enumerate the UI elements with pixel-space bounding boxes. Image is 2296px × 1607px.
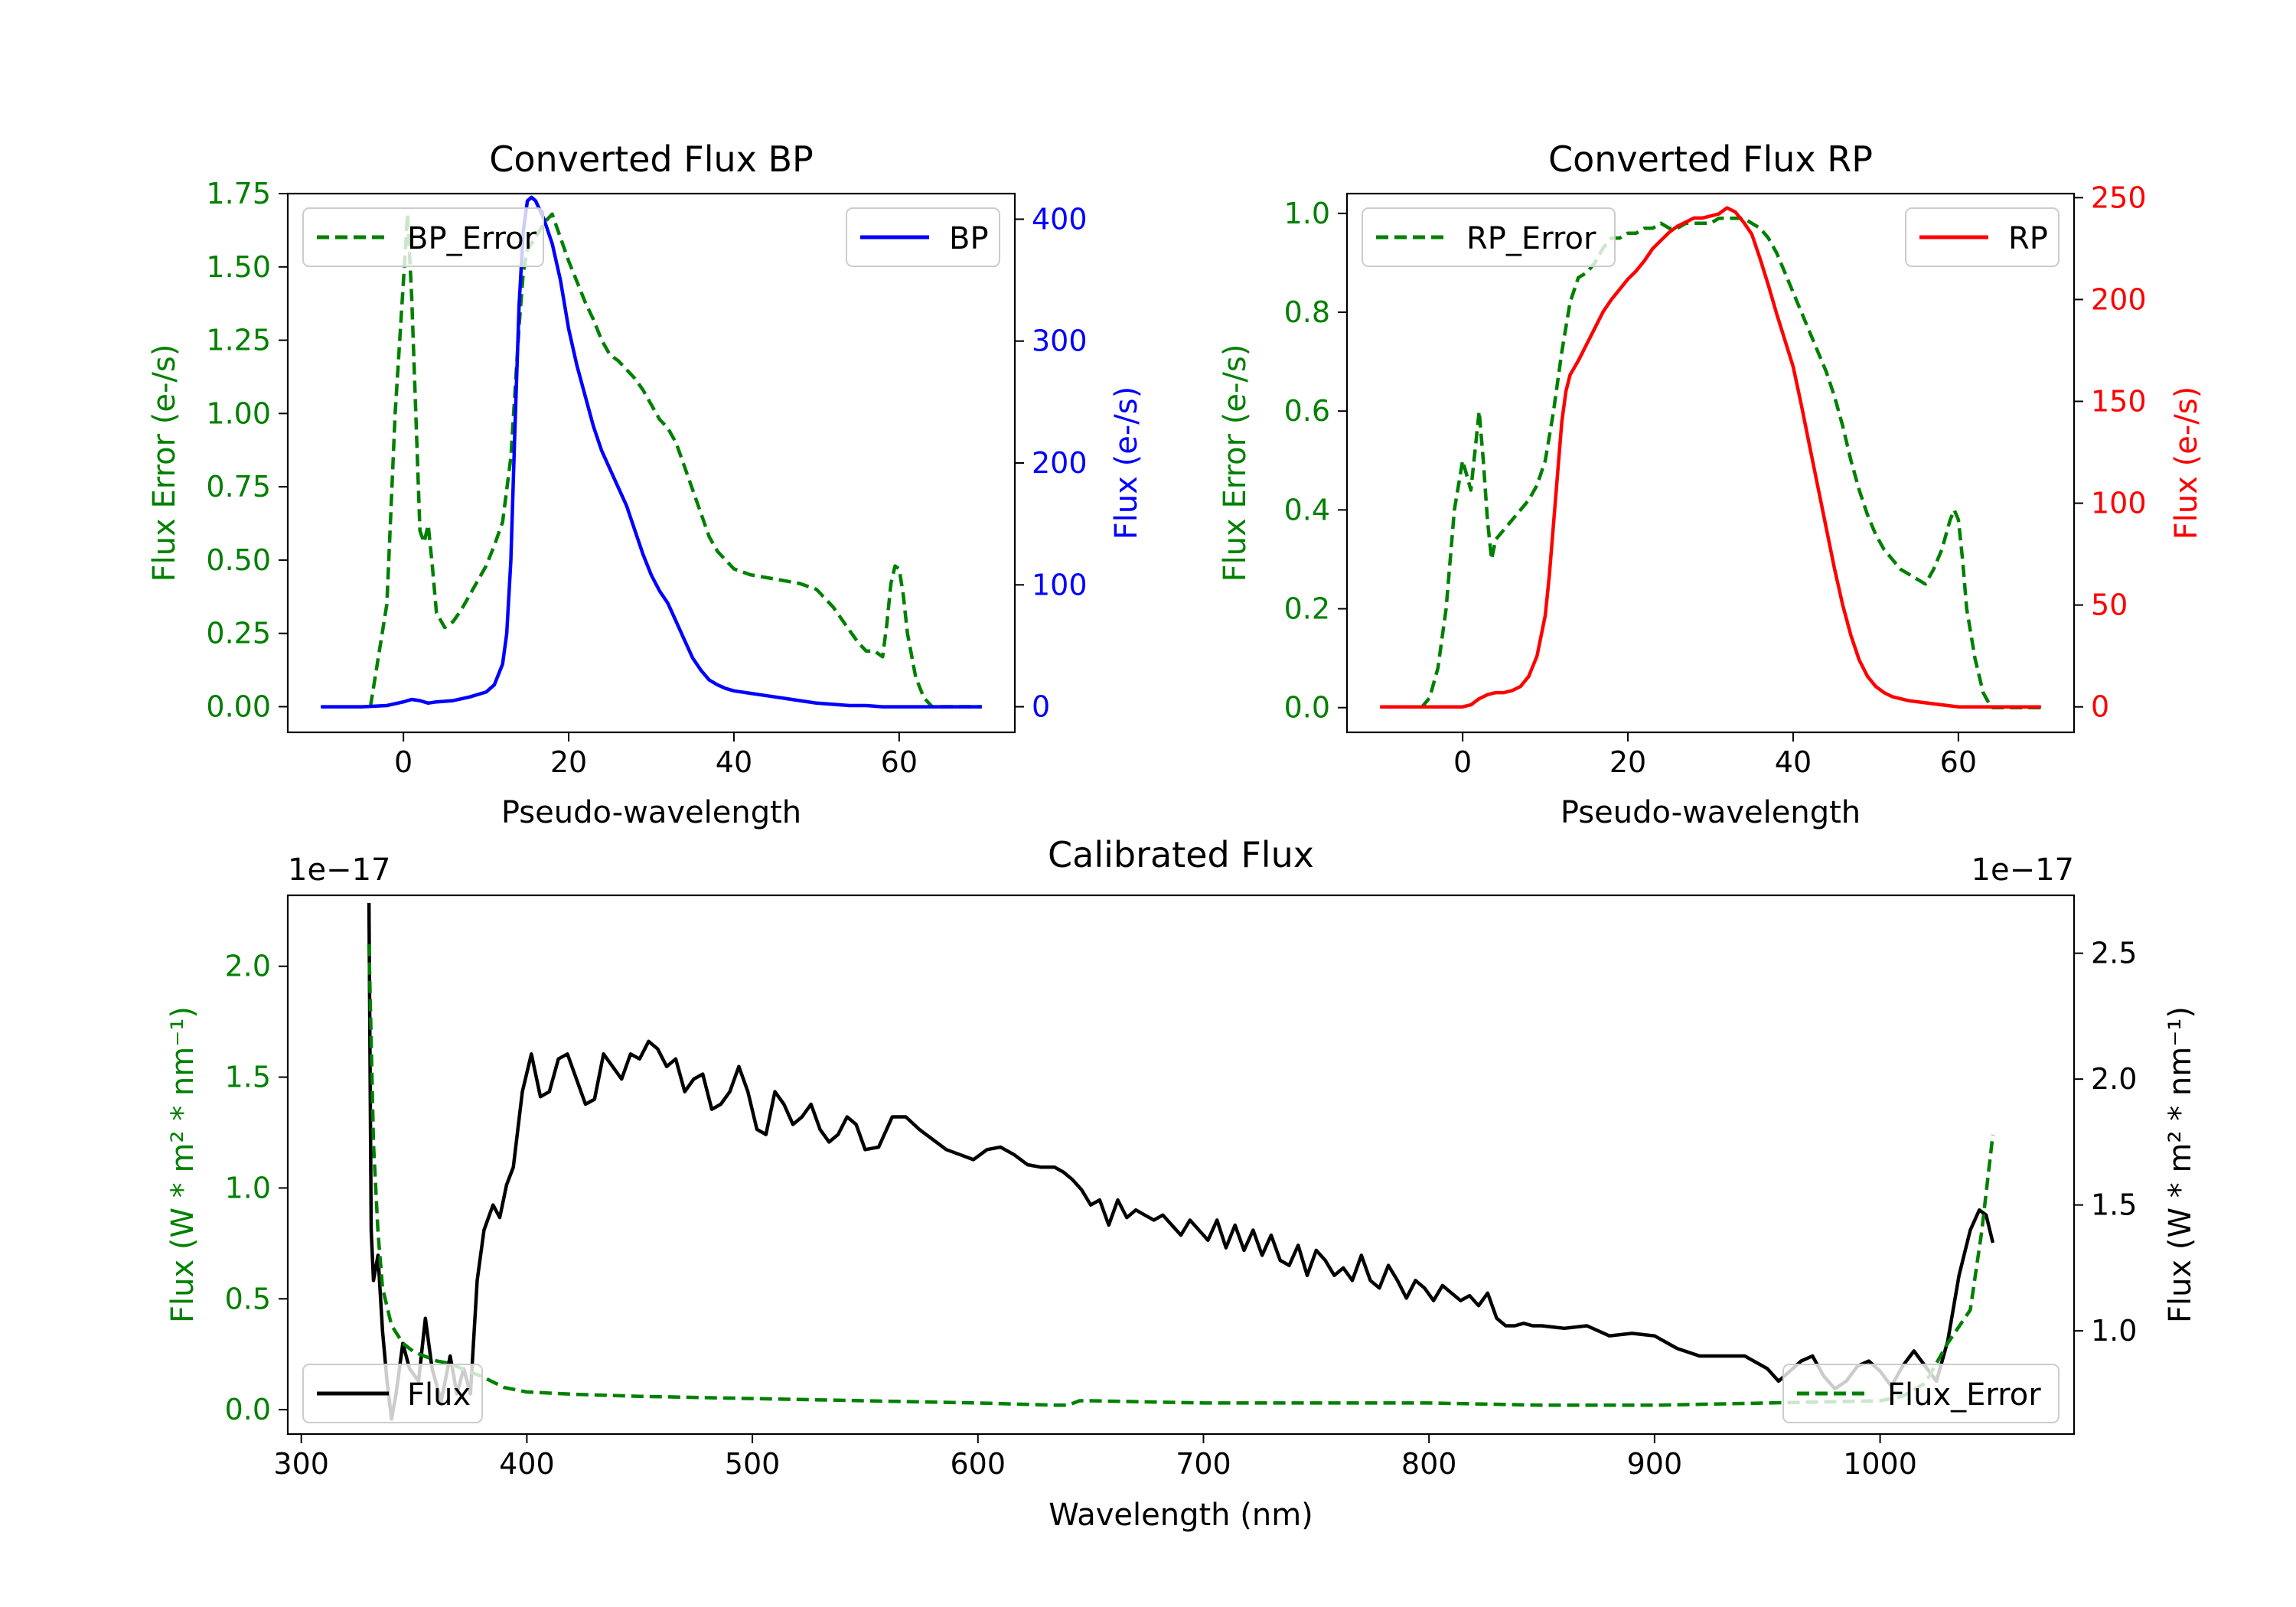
y-tick-label-left: 0.6 <box>1284 394 1330 428</box>
chart-calibrated-ylabel-right: Flux (W * m² * nm⁻¹) <box>2163 1006 2198 1323</box>
y-tick-label-right: 50 <box>2091 588 2128 622</box>
chart-calibrated-offset-left: 1e−17 <box>288 852 390 888</box>
y-tick-label-left: 0.4 <box>1284 493 1330 526</box>
y-tick-label-left: 0.25 <box>206 617 271 650</box>
y-tick-label-right: 300 <box>1032 324 1088 358</box>
x-tick-label: 20 <box>550 745 587 779</box>
x-tick-label: 60 <box>881 745 918 779</box>
x-tick-label: 800 <box>1401 1447 1457 1481</box>
chart-rp-ylabel-left: Flux Error (e-/s) <box>1218 344 1253 582</box>
chart-calibrated-ylabel-left: Flux (W * m² * nm⁻¹) <box>165 1006 201 1323</box>
y-tick-label-left: 1.50 <box>206 250 271 284</box>
chart-calibrated-offset-right: 1e−17 <box>1971 852 2074 888</box>
legend-box <box>302 207 544 267</box>
chart-rp-ticks: 0 20 40 60 0.0 0.2 0.4 0.6 0.8 1.0 0 50 100 150 200 250 <box>1284 181 2147 779</box>
chart-bp-title: Converted Flux BP <box>489 139 814 180</box>
x-tick-label: 20 <box>1609 745 1646 779</box>
legend-box <box>302 1364 483 1423</box>
y-tick-label-right: 2.0 <box>2091 1062 2137 1096</box>
chart-rp-legend-left: RP_Error <box>1362 207 1616 267</box>
series-line-flux <box>367 902 1995 1421</box>
y-tick-label-right: 0 <box>2091 690 2109 724</box>
chart-calibrated-legend-right: Flux_Error <box>1782 1364 2060 1423</box>
x-tick-label: 40 <box>716 745 752 779</box>
x-tick-label: 40 <box>1775 745 1812 779</box>
chart-rp-plot-lines <box>1380 206 2041 709</box>
x-tick-label: 400 <box>499 1447 555 1481</box>
y-tick-label-left: 0.8 <box>1284 295 1330 329</box>
y-tick-label-right: 100 <box>1032 568 1088 601</box>
chart-calibrated-title: Calibrated Flux <box>1048 834 1314 875</box>
x-tick-label: 700 <box>1176 1447 1231 1481</box>
chart-bp-axes-frame <box>286 192 1016 734</box>
y-tick-label-left: 2.0 <box>225 950 271 983</box>
chart-bp-legend-right: BP <box>846 207 1000 267</box>
chart-rp-xlabel: Pseudo-wavelength <box>1561 795 1861 830</box>
y-tick-label-left: 0.2 <box>1284 592 1330 626</box>
y-tick-label-right: 200 <box>2091 282 2147 316</box>
y-tick-label-left: 0.5 <box>225 1282 271 1315</box>
y-tick-label-right: 200 <box>1032 446 1088 480</box>
y-tick-label-left: 0.50 <box>206 543 271 577</box>
legend-label-flux-error: Flux_Error <box>1887 1377 2041 1413</box>
y-tick-label-right: 400 <box>1032 202 1088 236</box>
y-tick-label-left: 1.0 <box>1284 197 1330 230</box>
chart-bp-ylabel-left: Flux Error (e-/s) <box>147 344 182 582</box>
chart-rp-legend-right: RP <box>1905 207 2060 267</box>
legend-label-rp: RP <box>2008 221 2048 256</box>
series-line-bp <box>321 195 982 709</box>
y-tick-label-left: 0.00 <box>206 689 271 723</box>
y-tick-label-right: 1.0 <box>2091 1314 2137 1348</box>
x-tick-label: 1000 <box>1843 1447 1917 1481</box>
y-tick-label-right: 1.5 <box>2091 1188 2137 1222</box>
chart-calibrated-xlabel: Wavelength (nm) <box>1049 1498 1313 1533</box>
chart-bp-ticks: 0 20 40 60 0.00 0.25 0.50 0.75 1.00 1.25 1.50 1.75 0… <box>206 177 1087 779</box>
y-tick-label-right: 100 <box>2091 487 2147 520</box>
x-tick-label: 0 <box>1453 745 1472 779</box>
chart-calibrated-ticks: 300 400 500 600 700 800 900 1000 0.0 0.5 1.0 1.5 2.0… <box>225 937 2138 1481</box>
y-tick-label-left: 0.0 <box>1284 691 1330 725</box>
chart-bp-legend-left: BP_Error <box>302 207 544 267</box>
series-line-rp <box>1380 206 2041 709</box>
y-tick-label-right: 0 <box>1032 690 1050 724</box>
y-tick-label-left: 1.00 <box>206 396 271 430</box>
chart-rp: Converted Flux RP 0 20 40 60 0.0 0.2 0.4 0.6 0.8… <box>1218 139 2204 830</box>
x-tick-label: 600 <box>951 1447 1006 1481</box>
chart-bp-ylabel-right: Flux (e-/s) <box>1109 386 1144 539</box>
series-line-bp-error <box>368 212 982 709</box>
y-tick-label-left: 1.25 <box>206 324 271 357</box>
y-tick-label-left: 1.75 <box>206 177 271 210</box>
chart-rp-title: Converted Flux RP <box>1548 139 1873 180</box>
y-tick-label-right: 150 <box>2091 384 2147 418</box>
x-tick-label: 500 <box>725 1447 781 1481</box>
chart-bp-xlabel: Pseudo-wavelength <box>501 795 801 830</box>
x-tick-label: 60 <box>1940 745 1977 779</box>
chart-rp-ylabel-right: Flux (e-/s) <box>2169 386 2204 539</box>
legend-label-rp-error: RP_Error <box>1466 221 1596 256</box>
y-tick-label-left: 1.0 <box>225 1171 271 1204</box>
legend-label-bp: BP <box>949 221 989 256</box>
x-tick-label: 900 <box>1627 1447 1683 1481</box>
chart-rp-axes-frame <box>1345 192 2076 734</box>
legend-box <box>1782 1364 2060 1423</box>
legend-box <box>1362 207 1616 267</box>
chart-bp-plot-lines <box>321 195 982 709</box>
legend-label-flux: Flux <box>407 1377 471 1413</box>
chart-calibrated-legend-left: Flux <box>302 1364 483 1423</box>
y-tick-label-right: 2.5 <box>2091 937 2137 970</box>
chart-calibrated: Calibrated Flux 1e−17 1e−17 300 400 500 600… <box>165 834 2198 1533</box>
x-tick-label: 300 <box>273 1447 329 1481</box>
series-line-rp-error <box>1420 217 2041 709</box>
y-tick-label-left: 1.5 <box>225 1061 271 1094</box>
chart-calibrated-axes-frame <box>286 894 2076 1436</box>
chart-bp: Converted Flux BP 0 20 40 60 0.00 0.25 0.50 0.7… <box>147 139 1144 830</box>
y-tick-label-left: 0.75 <box>206 470 271 504</box>
y-tick-label-right: 250 <box>2091 181 2147 214</box>
y-tick-label-left: 0.0 <box>225 1393 271 1426</box>
legend-label-bp-error: BP_Error <box>407 221 537 256</box>
x-tick-label: 0 <box>394 745 413 779</box>
